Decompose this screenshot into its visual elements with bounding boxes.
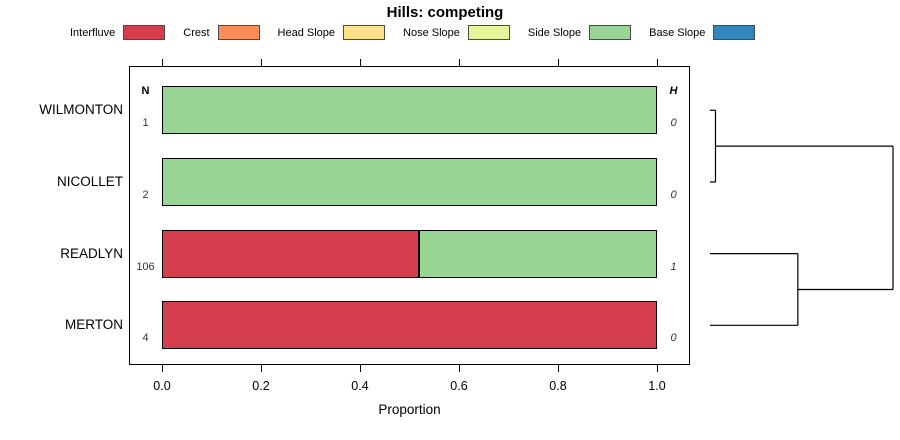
legend-item-label: Nose Slope [403, 26, 460, 39]
row-label: WILMONTON [39, 102, 123, 118]
chart-title: Hills: competing [386, 4, 504, 21]
axis-tick-bottom [657, 365, 659, 372]
legend: Interfluve Crest Head Slope Nose Slope Side … [70, 25, 756, 40]
axis-tick-label: 0.0 [153, 379, 171, 393]
axis-tick-label: 0.6 [450, 379, 468, 393]
legend-item: Crest [183, 25, 260, 40]
x-axis-title: Proportion [378, 402, 441, 417]
legend-item-label: Base Slope [649, 26, 706, 39]
legend-color-swatch [713, 25, 756, 40]
n-value: 1 [142, 117, 149, 130]
bar-segment [162, 301, 657, 350]
axis-tick-top [360, 59, 362, 66]
axis-tick-top [162, 59, 164, 66]
row-label: READLYN [60, 245, 123, 261]
legend-item-label: Interfluve [70, 26, 116, 39]
axis-tick-top [261, 59, 263, 66]
h-value: 0 [670, 188, 677, 201]
n-value: 2 [142, 188, 149, 201]
h-value: 0 [670, 332, 677, 345]
bar-segment [419, 229, 657, 278]
axis-tick-bottom [162, 365, 164, 372]
legend-color-swatch [467, 25, 510, 40]
axis-tick-top [657, 59, 659, 66]
row-label: NICOLLET [56, 173, 123, 189]
h-column-header: H [669, 85, 678, 97]
legend-item-label: Head Slope [277, 26, 336, 39]
axis-tick-bottom [261, 365, 263, 372]
axis-tick-top [558, 59, 560, 66]
axis-tick-label: 0.4 [351, 379, 369, 393]
bar-segment [162, 157, 657, 206]
bar-segment [162, 229, 420, 278]
legend-item: Interfluve [70, 25, 166, 40]
legend-item-label: Side Slope [527, 26, 582, 39]
n-column-header: N [141, 85, 150, 97]
axis-tick-bottom [459, 365, 461, 372]
legend-color-swatch [217, 25, 260, 40]
legend-item: Nose Slope [403, 25, 510, 40]
axis-tick-label: 1.0 [648, 379, 666, 393]
h-value: 0 [670, 117, 677, 130]
axis-tick-label: 0.2 [252, 379, 270, 393]
axis-tick-bottom [360, 365, 362, 372]
axis-tick-top [459, 59, 461, 66]
legend-color-swatch [589, 25, 632, 40]
legend-color-swatch [343, 25, 386, 40]
legend-item: Side Slope [527, 25, 632, 40]
n-value: 106 [136, 260, 155, 273]
legend-item-label: Crest [183, 26, 210, 39]
bar-segment [162, 86, 657, 135]
row-label: MERTON [64, 317, 123, 333]
n-value: 4 [142, 332, 149, 345]
h-value: 1 [670, 260, 677, 273]
legend-item: Base Slope [649, 25, 756, 40]
legend-item: Head Slope [278, 25, 386, 40]
axis-tick-label: 0.8 [549, 379, 567, 393]
axis-tick-bottom [558, 365, 560, 372]
legend-color-swatch [123, 25, 166, 40]
